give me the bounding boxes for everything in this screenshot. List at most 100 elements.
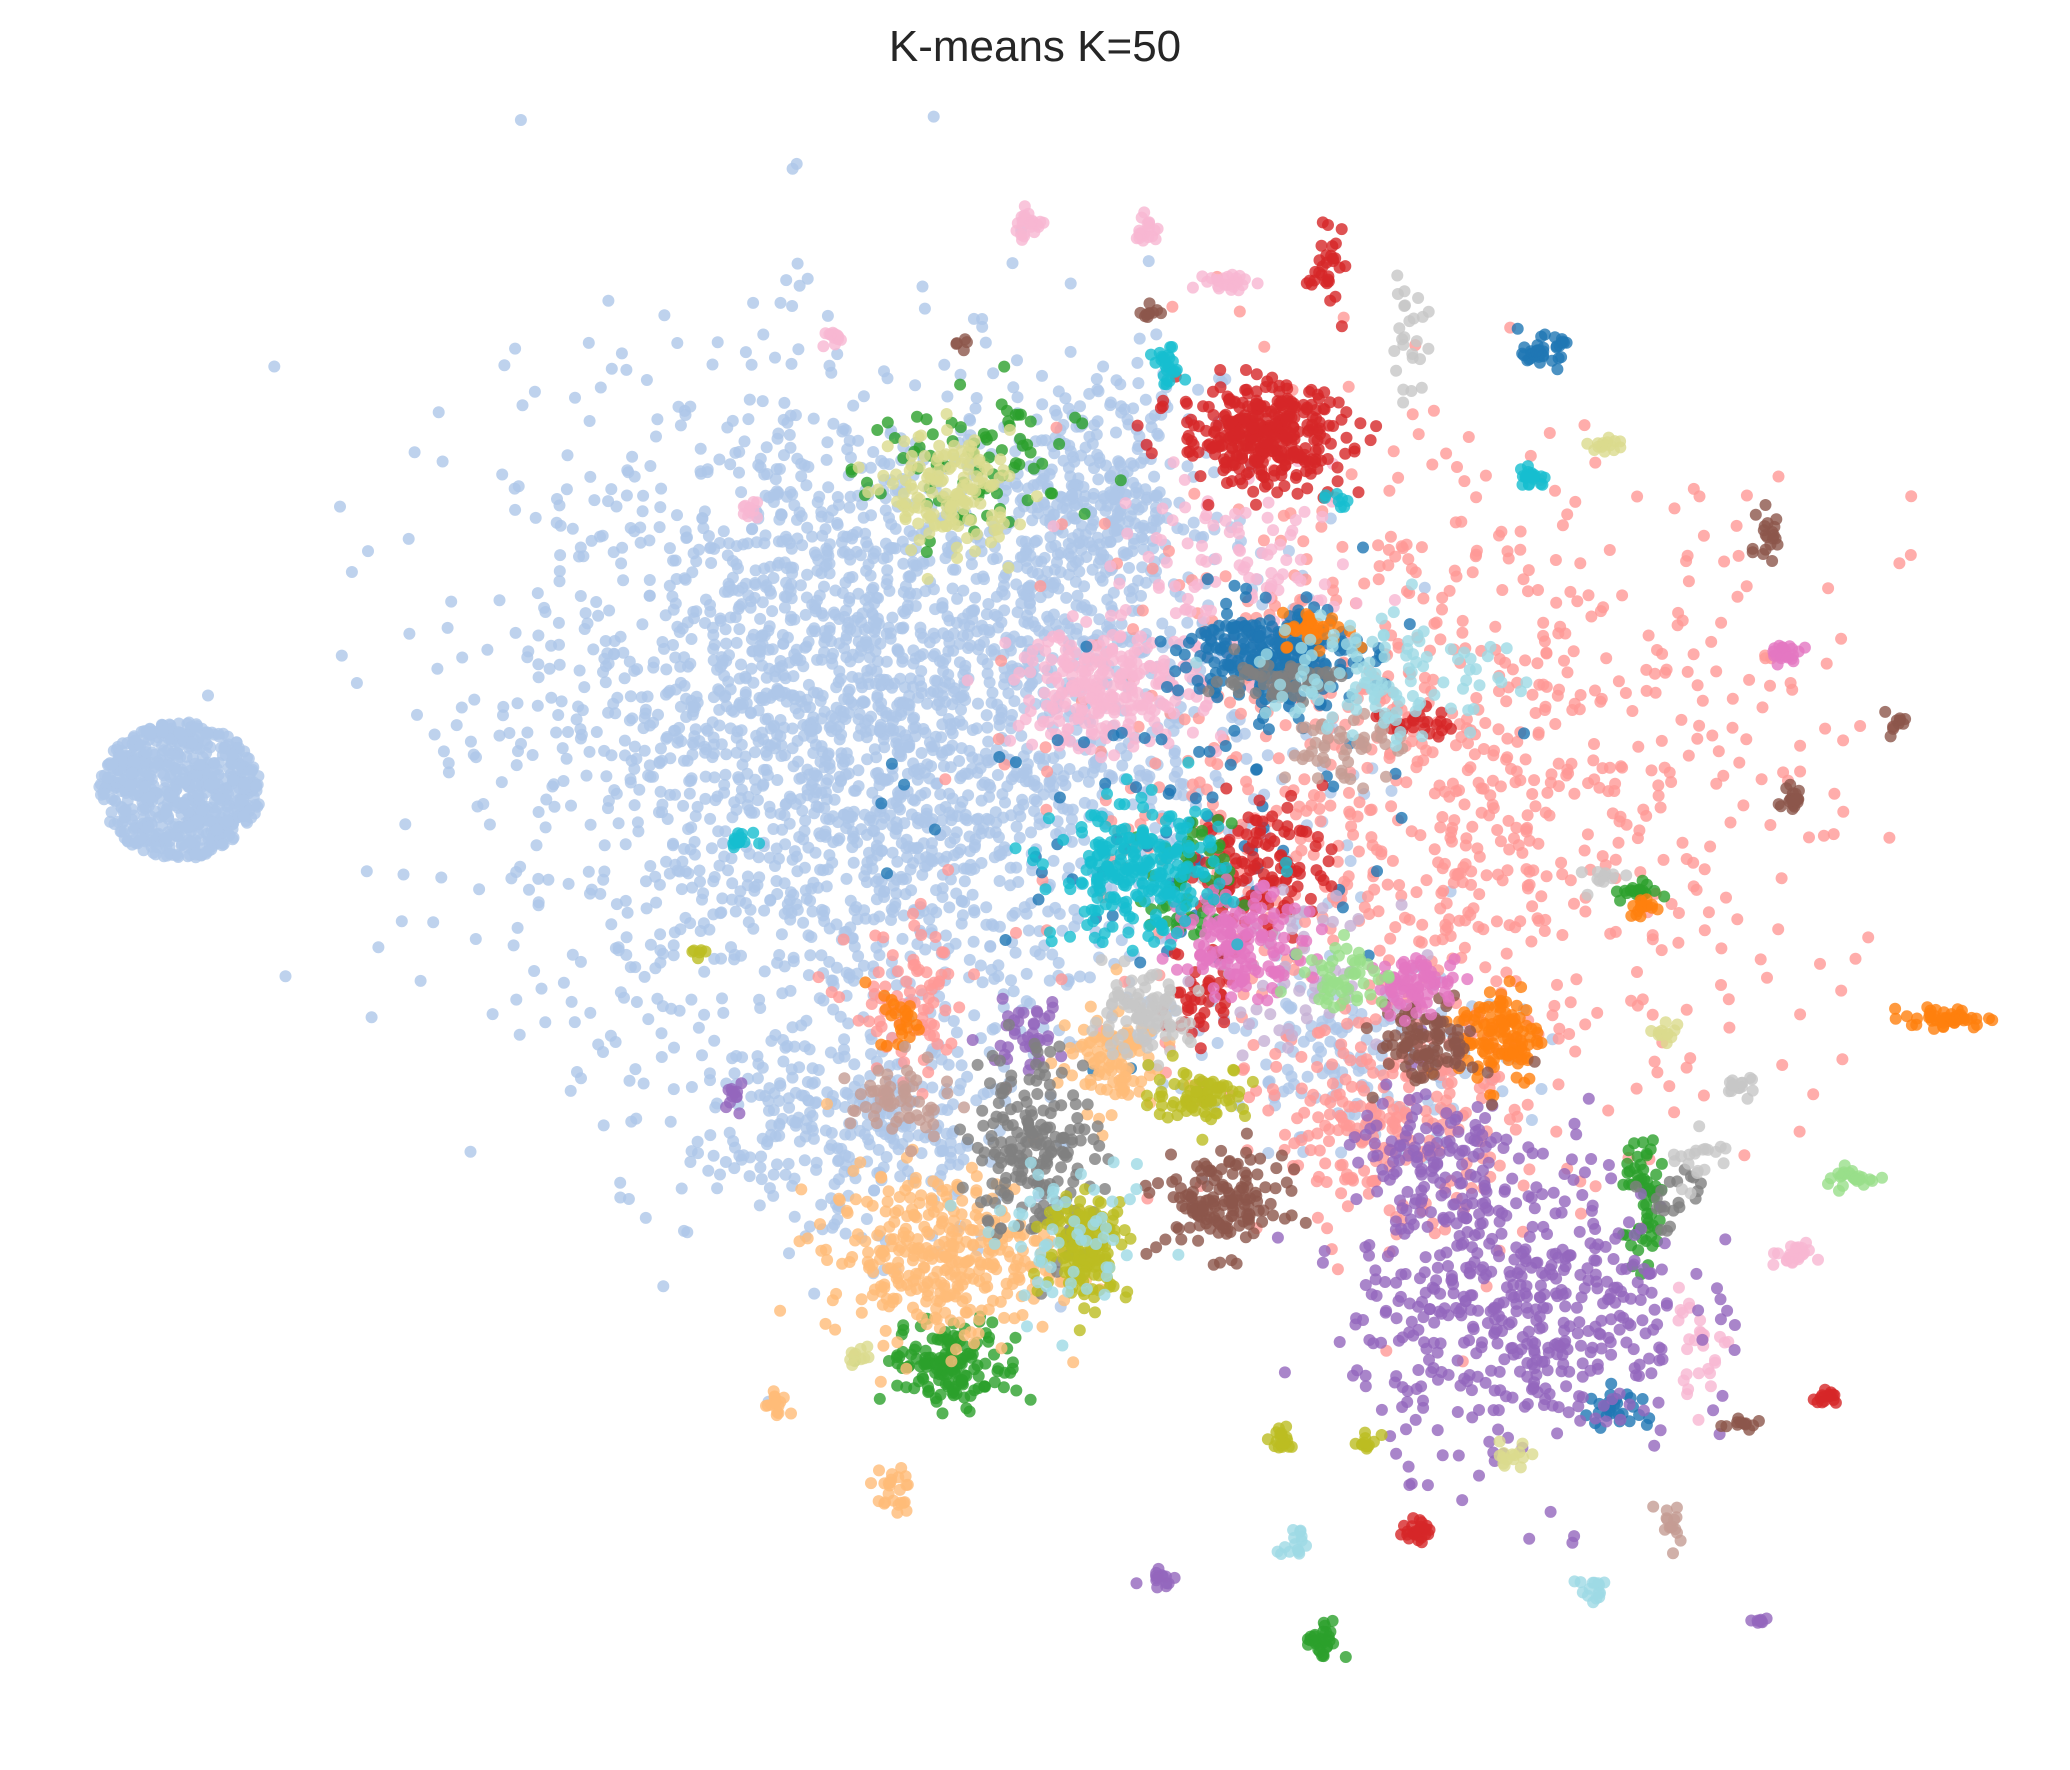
data-point [1458,475,1471,488]
data-point [856,607,869,620]
data-point [1733,756,1746,769]
data-point [587,643,600,656]
data-point [590,726,603,738]
data-point [1819,722,1832,735]
data-point [1092,473,1105,486]
data-point [904,571,917,584]
data-point [1066,803,1079,816]
data-point [1720,891,1732,904]
data-point [808,622,821,635]
data-point [1820,657,1833,670]
data-point [747,296,760,309]
data-point [748,884,761,897]
data-point [160,831,172,844]
data-point [626,450,639,463]
data-point [1697,1089,1710,1102]
data-point [560,752,573,765]
data-point [1464,909,1477,921]
data-point [953,637,966,650]
data-point [717,1006,730,1019]
data-point [843,501,856,514]
data-point [212,801,225,814]
data-point [1345,468,1358,481]
data-point [839,1086,852,1099]
data-point [958,875,971,888]
data-point [1558,654,1570,667]
data-point [1010,861,1023,874]
data-point [754,612,767,625]
data-point [1552,780,1565,793]
data-point [1883,831,1896,844]
data-point [864,569,877,582]
data-point [213,792,226,805]
data-point [870,767,883,780]
data-point [552,616,565,629]
data-point [1436,811,1449,823]
data-point [1353,796,1366,809]
data-point [771,728,784,741]
data-point [887,542,900,554]
data-point [902,741,915,754]
data-point [653,521,666,534]
data-point [1007,381,1020,394]
data-point [839,1149,852,1162]
data-point [721,549,734,562]
data-point [1143,770,1156,783]
data-point [753,1089,766,1102]
data-point [711,336,724,349]
data-point [1499,656,1512,669]
data-point [861,753,874,766]
data-point [970,392,983,404]
data-point [733,445,746,458]
data-point [1233,305,1246,318]
data-point [652,708,664,721]
data-point [178,797,191,810]
data-point [1705,635,1718,648]
data-point [610,500,623,513]
data-point [1480,869,1493,882]
data-point [708,1034,721,1047]
data-point [584,887,596,900]
data-point [511,921,524,934]
data-point [562,877,575,890]
data-point [711,1182,724,1195]
data-point [1668,502,1681,515]
data-point [821,309,834,322]
data-point [497,709,509,722]
data-point [691,800,704,813]
data-point [584,1006,597,1019]
data-point [841,811,854,824]
data-point [862,558,875,571]
data-point [788,499,801,512]
data-point [869,545,882,558]
data-point [784,561,797,574]
data-point [767,823,780,835]
data-point [125,803,138,816]
data-point [830,918,843,931]
data-point [614,1191,627,1204]
data-point [1381,878,1394,891]
data-point [775,928,788,941]
data-point [1041,765,1054,778]
data-point [1020,554,1033,567]
data-point [783,1101,796,1114]
data-point [795,470,808,483]
data-point [1710,665,1723,678]
data-point [149,805,162,818]
data-point [1837,734,1850,747]
data-point [602,294,615,307]
data-point [763,800,776,813]
data-point [725,941,737,954]
data-point [799,641,812,654]
data-point [1297,535,1310,548]
data-point [620,489,633,502]
data-point [808,1076,821,1089]
data-point [984,940,997,953]
data-point [980,901,993,914]
data-point [753,1199,766,1212]
data-point [1150,328,1163,341]
data-point [493,594,506,607]
data-point [1718,555,1731,568]
data-point [755,1173,768,1186]
data-point [575,728,588,741]
